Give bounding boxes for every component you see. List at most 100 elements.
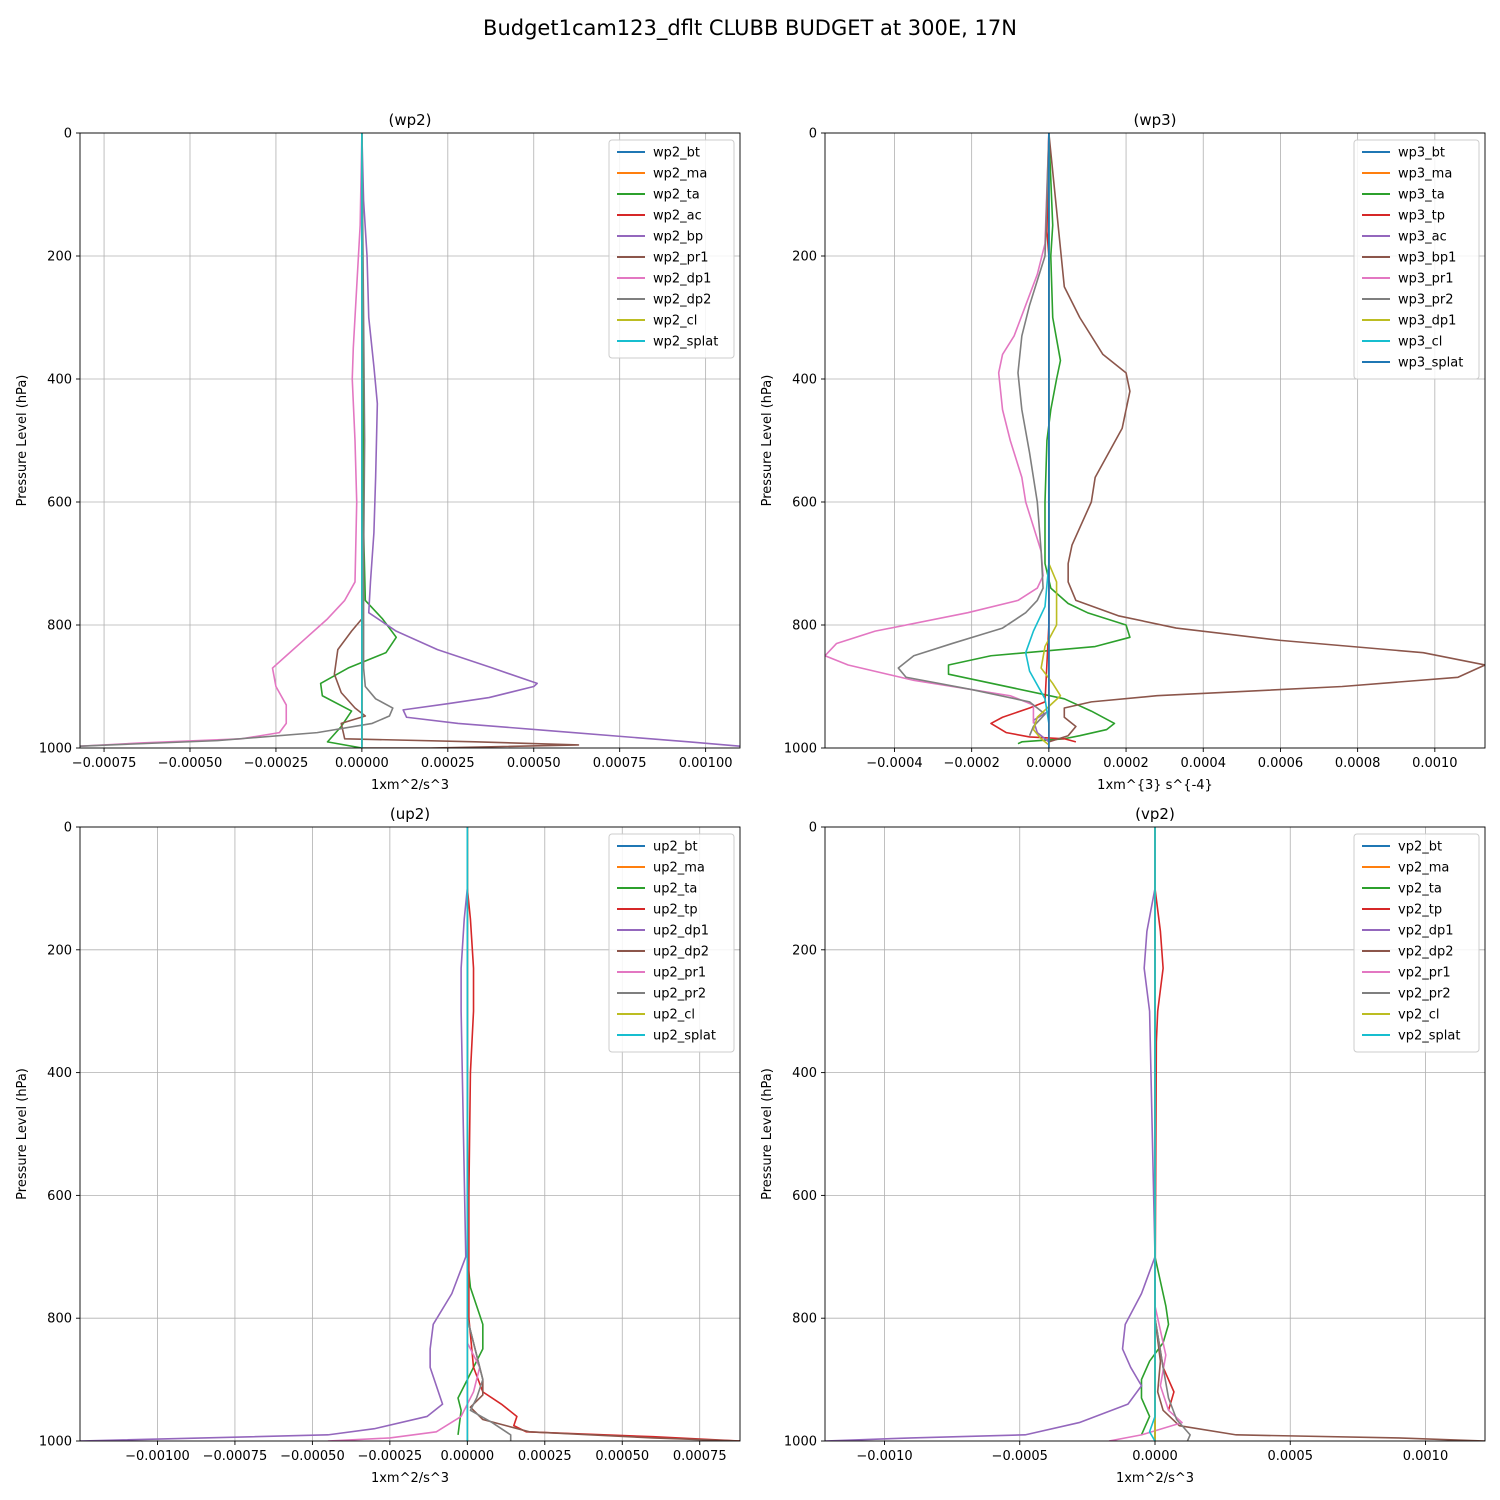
legend-label: wp2_dp1 xyxy=(653,272,711,287)
x-axis-label: 1xm^2/s^3 xyxy=(1116,1471,1194,1486)
legend-label: up2_pr2 xyxy=(653,987,706,1002)
x-tick-label: 0.00050 xyxy=(595,1449,649,1464)
legend-label: wp2_cl xyxy=(653,314,697,329)
series-line-wp2_dp2 xyxy=(80,133,394,747)
legend-label: vp2_dp1 xyxy=(1398,924,1454,939)
legend-label: up2_dp2 xyxy=(653,945,709,960)
x-tick-label: 0.00100 xyxy=(679,756,733,771)
legend-label: up2_cl xyxy=(653,1008,695,1023)
legend-label: wp3_cl xyxy=(1398,335,1442,350)
y-tick-label: 1000 xyxy=(784,742,817,757)
legend-label: up2_ma xyxy=(653,861,705,876)
x-tick-label: −0.00050 xyxy=(158,756,223,771)
y-axis-label: Pressure Level (hPa) xyxy=(15,1068,30,1200)
legend-label: vp2_pr2 xyxy=(1398,987,1451,1002)
y-tick-label: 0 xyxy=(809,127,817,142)
legend-label: wp3_pr1 xyxy=(1398,272,1454,287)
legend-label: up2_splat xyxy=(653,1029,716,1044)
legend-label: vp2_splat xyxy=(1398,1029,1460,1044)
y-tick-label: 600 xyxy=(792,1189,817,1204)
legend-label: wp2_splat xyxy=(653,335,718,350)
x-tick-label: 0.0000 xyxy=(1132,1449,1178,1464)
series-line-vp2_pr2 xyxy=(1154,827,1191,1441)
x-tick-label: 0.0000 xyxy=(1026,756,1072,771)
series-line-wp2_pr1 xyxy=(333,133,580,748)
y-tick-label: 1000 xyxy=(39,1435,72,1450)
y-tick-label: 800 xyxy=(47,1312,72,1327)
y-tick-label: 0 xyxy=(64,127,72,142)
legend-label: wp3_bp1 xyxy=(1398,251,1456,266)
legend-label: vp2_dp2 xyxy=(1398,945,1454,960)
legend: up2_bt up2_ma up2_ta up2_tp up2_dp1 up2_dp2up… xyxy=(608,833,735,1053)
y-tick-label: 0 xyxy=(64,821,72,836)
legend-label: wp2_bt xyxy=(653,146,700,161)
x-tick-label: 0.0004 xyxy=(1180,756,1226,771)
x-axis-label: 1xm^2/s^3 xyxy=(371,778,449,793)
legend-label: vp2_cl xyxy=(1398,1008,1439,1023)
y-tick-label: 400 xyxy=(792,373,817,388)
y-tick-label: 800 xyxy=(47,619,72,634)
x-tick-label: −0.00075 xyxy=(203,1449,268,1464)
x-tick-label: −0.0004 xyxy=(866,756,922,771)
legend-label: wp3_pr2 xyxy=(1398,293,1454,308)
legend-label: up2_bt xyxy=(653,840,698,855)
y-tick-label: 400 xyxy=(792,1066,817,1081)
x-tick-label: 0.0005 xyxy=(1267,1449,1313,1464)
y-tick-label: 600 xyxy=(792,496,817,511)
legend-label: vp2_tp xyxy=(1398,903,1442,918)
x-tick-label: 0.0006 xyxy=(1258,756,1304,771)
panel-title: (vp2) xyxy=(1135,805,1175,823)
legend-label: wp2_ta xyxy=(653,188,700,203)
legend-label: wp3_tp xyxy=(1398,209,1445,224)
y-axis-label: Pressure Level (hPa) xyxy=(760,375,775,507)
legend-label: wp2_ac xyxy=(653,209,702,224)
series-line-wp2_dp1 xyxy=(80,133,363,747)
x-tick-label: −0.0002 xyxy=(943,756,999,771)
y-tick-label: 1000 xyxy=(784,1435,817,1450)
y-tick-label: 800 xyxy=(792,619,817,634)
legend-label: wp2_dp2 xyxy=(653,293,711,308)
series-line-wp3_ta xyxy=(947,133,1131,745)
series-line-vp2_tp xyxy=(1154,888,1175,1411)
y-axis-label: Pressure Level (hPa) xyxy=(760,1068,775,1200)
panel-title: (wp2) xyxy=(388,111,431,129)
figure-title: Budget1cam123_dflt CLUBB BUDGET at 300E,… xyxy=(483,16,1017,40)
legend-label: up2_pr1 xyxy=(653,966,706,981)
series-line-vp2_pr1 xyxy=(1108,827,1183,1441)
y-tick-label: 600 xyxy=(47,496,72,511)
legend-label: wp2_bp xyxy=(653,230,703,245)
legend-label: wp2_ma xyxy=(653,167,707,182)
x-tick-label: 0.00075 xyxy=(593,756,647,771)
legend-label: vp2_ta xyxy=(1398,882,1442,897)
legend-label: vp2_ma xyxy=(1398,861,1449,876)
legend: wp3_bt wp3_ma wp3_ta wp3_tp wp3_ac wp3_bp1 wp3… xyxy=(1353,139,1480,380)
y-tick-label: 1000 xyxy=(39,742,72,757)
plot-frame xyxy=(824,132,1486,749)
x-tick-label: 0.0010 xyxy=(1412,756,1458,771)
y-tick-label: 600 xyxy=(47,1189,72,1204)
x-tick-label: −0.0010 xyxy=(856,1449,912,1464)
x-tick-label: −0.00050 xyxy=(280,1449,345,1464)
y-tick-label: 200 xyxy=(792,943,817,958)
series-line-vp2_dp1 xyxy=(825,888,1156,1441)
x-tick-label: 0.00025 xyxy=(421,756,475,771)
plot-frame xyxy=(79,826,741,1442)
x-tick-label: −0.00100 xyxy=(125,1449,190,1464)
x-tick-label: −0.00075 xyxy=(72,756,137,771)
panel-title: (wp3) xyxy=(1133,111,1176,129)
x-tick-label: 0.0010 xyxy=(1403,1449,1449,1464)
legend-label: wp3_dp1 xyxy=(1398,314,1456,329)
x-tick-label: 0.0002 xyxy=(1103,756,1149,771)
panel-title: (up2) xyxy=(390,805,430,823)
legend-label: vp2_pr1 xyxy=(1398,966,1451,981)
x-tick-label: 0.00000 xyxy=(440,1449,494,1464)
y-tick-label: 200 xyxy=(47,943,72,958)
x-tick-label: −0.0005 xyxy=(992,1449,1048,1464)
legend-label: wp3_bt xyxy=(1398,146,1445,161)
y-tick-label: 400 xyxy=(47,1066,72,1081)
series-line-wp3_dp1 xyxy=(1032,133,1062,746)
series-line-wp2_bp xyxy=(361,133,740,747)
